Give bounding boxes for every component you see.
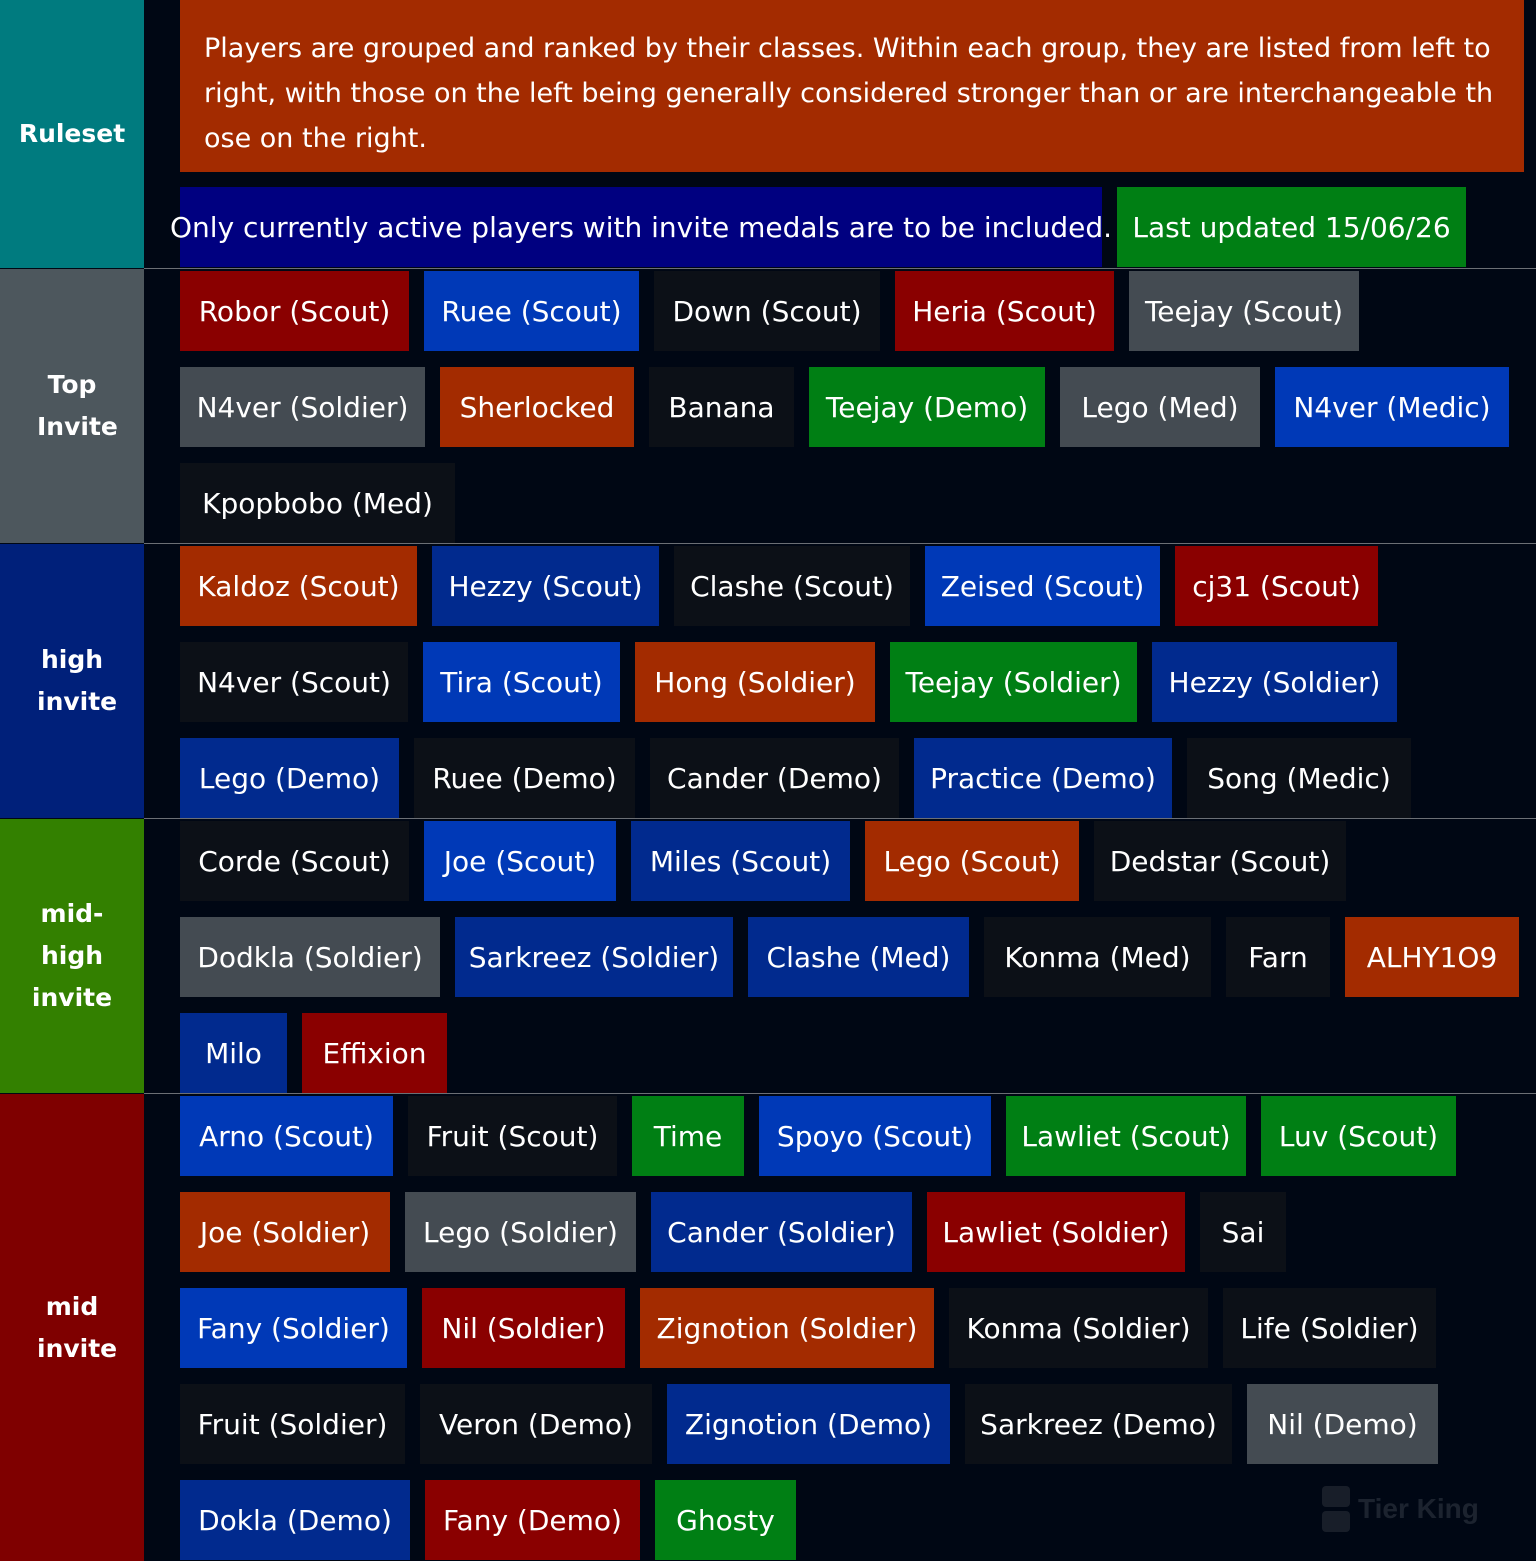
tier-items-ruleset: Players are grouped and ranked by their … xyxy=(144,0,1536,268)
tier-items-mid-high-invite: Corde (Scout) Joe (Scout) Miles (Scout) … xyxy=(144,819,1536,1093)
tier-item[interactable]: Dedstar (Scout) xyxy=(1094,821,1346,901)
tier-divider xyxy=(144,1093,1536,1094)
last-updated-badge[interactable]: Last updated 15/06/26 xyxy=(1117,187,1466,267)
tier-label-high-invite[interactable]: high invite xyxy=(0,544,144,818)
tier-row-top-invite: Top Invite Robor (Scout) Ruee (Scout) Do… xyxy=(0,269,1536,543)
tier-item[interactable]: Lego (Soldier) xyxy=(405,1192,636,1272)
tier-item[interactable]: Lawliet (Soldier) xyxy=(927,1192,1185,1272)
tier-row-high-invite: high invite Kaldoz (Scout) Hezzy (Scout)… xyxy=(0,544,1536,818)
tier-row-mid-invite: mid invite Arno (Scout) Fruit (Scout) Ti… xyxy=(0,1094,1536,1561)
tier-item[interactable]: Teejay (Soldier) xyxy=(890,642,1137,722)
tier-item[interactable]: Kpopbobo (Med) xyxy=(180,463,455,543)
tier-item[interactable]: Teejay (Demo) xyxy=(809,367,1045,447)
tier-item[interactable]: N4ver (Scout) xyxy=(180,642,408,722)
tier-label-text: mid invite xyxy=(37,1291,118,1363)
tier-item[interactable]: Life (Soldier) xyxy=(1223,1288,1436,1368)
tier-item[interactable]: Joe (Scout) xyxy=(424,821,616,901)
tier-item[interactable]: Song (Medic) xyxy=(1187,738,1411,818)
tier-item[interactable]: N4ver (Medic) xyxy=(1275,367,1509,447)
tier-item[interactable]: Dokla (Demo) xyxy=(180,1480,410,1560)
tier-label-text: high invite xyxy=(37,645,118,716)
tier-divider xyxy=(144,268,1536,269)
tier-label-mid-invite[interactable]: mid invite xyxy=(0,1094,144,1561)
tier-item[interactable]: Cander (Soldier) xyxy=(651,1192,912,1272)
tier-items-high-invite: Kaldoz (Scout) Hezzy (Scout) Clashe (Sco… xyxy=(144,544,1536,818)
tier-item[interactable]: Fruit (Scout) xyxy=(408,1096,617,1176)
tier-item[interactable]: cj31 (Scout) xyxy=(1175,546,1378,626)
tier-item[interactable]: Banana xyxy=(649,367,794,447)
tier-label-text: Ruleset xyxy=(18,119,126,148)
tier-item[interactable]: Teejay (Scout) xyxy=(1129,271,1359,351)
tier-item[interactable]: Konma (Med) xyxy=(984,917,1211,997)
tier-item[interactable]: Clashe (Scout) xyxy=(674,546,910,626)
tier-item[interactable]: Lego (Med) xyxy=(1060,367,1260,447)
tier-item[interactable]: Lawliet (Scout) xyxy=(1006,1096,1246,1176)
tier-item[interactable]: Veron (Demo) xyxy=(420,1384,652,1464)
tier-item[interactable]: Konma (Soldier) xyxy=(949,1288,1208,1368)
tier-item[interactable]: Cander (Demo) xyxy=(650,738,899,818)
tier-item[interactable]: Zignotion (Demo) xyxy=(667,1384,950,1464)
tier-item[interactable]: Ghosty xyxy=(655,1480,796,1560)
tier-label-top-invite[interactable]: Top Invite xyxy=(0,269,144,543)
tier-divider xyxy=(144,818,1536,819)
tier-item[interactable]: Fany (Soldier) xyxy=(180,1288,407,1368)
tier-item[interactable]: Nil (Soldier) xyxy=(422,1288,625,1368)
tier-item[interactable]: Sai xyxy=(1200,1192,1286,1272)
tier-item[interactable]: Effixion xyxy=(302,1013,447,1093)
tier-king-logo-icon xyxy=(1322,1486,1350,1532)
tier-items-mid-invite: Arno (Scout) Fruit (Scout) Time Spoyo (S… xyxy=(144,1094,1536,1561)
tier-item[interactable]: Zeised (Scout) xyxy=(925,546,1160,626)
tier-item[interactable]: N4ver (Soldier) xyxy=(180,367,425,447)
tier-item[interactable]: Sherlocked xyxy=(440,367,634,447)
tier-item[interactable]: Fruit (Soldier) xyxy=(180,1384,405,1464)
tier-item[interactable]: Arno (Scout) xyxy=(180,1096,393,1176)
tier-item[interactable]: Luv (Scout) xyxy=(1261,1096,1456,1176)
tier-label-mid-high-invite[interactable]: mid-high invite xyxy=(0,819,144,1093)
tier-item[interactable]: Zignotion (Soldier) xyxy=(640,1288,934,1368)
tier-item[interactable]: Milo xyxy=(180,1013,287,1093)
tier-item[interactable]: Ruee (Scout) xyxy=(424,271,639,351)
tier-item[interactable]: Robor (Scout) xyxy=(180,271,409,351)
tier-item[interactable]: Corde (Scout) xyxy=(180,821,409,901)
tier-item[interactable]: Hezzy (Soldier) xyxy=(1152,642,1397,722)
tier-item[interactable]: Heria (Scout) xyxy=(895,271,1114,351)
tier-item[interactable]: Miles (Scout) xyxy=(631,821,850,901)
ruleset-note[interactable]: Only currently active players with invit… xyxy=(170,187,1112,267)
tier-item[interactable]: Lego (Scout) xyxy=(865,821,1079,901)
tier-row-mid-high-invite: mid-high invite Corde (Scout) Joe (Scout… xyxy=(0,819,1536,1093)
tier-item[interactable]: ALHY1O9 xyxy=(1345,917,1519,997)
tier-item[interactable]: Tira (Scout) xyxy=(423,642,620,722)
tier-item[interactable]: Spoyo (Scout) xyxy=(759,1096,991,1176)
tier-item[interactable]: Down (Scout) xyxy=(654,271,880,351)
tier-item[interactable]: Nil (Demo) xyxy=(1247,1384,1438,1464)
tier-item[interactable]: Time xyxy=(632,1096,744,1176)
tier-king-watermark: Tier King xyxy=(1322,1486,1479,1532)
tier-item[interactable]: Lego (Demo) xyxy=(180,738,399,818)
tier-label-ruleset[interactable]: Ruleset xyxy=(0,0,144,268)
tier-item[interactable]: Hong (Soldier) xyxy=(635,642,875,722)
tier-item[interactable]: Farn xyxy=(1226,917,1330,997)
tier-item[interactable]: Ruee (Demo) xyxy=(414,738,635,818)
tier-item[interactable]: Kaldoz (Scout) xyxy=(180,546,417,626)
ruleset-description[interactable]: Players are grouped and ranked by their … xyxy=(180,0,1524,172)
watermark-text: Tier King xyxy=(1358,1493,1479,1524)
tier-item[interactable]: Clashe (Med) xyxy=(748,917,969,997)
tier-row-ruleset: Ruleset Players are grouped and ranked b… xyxy=(0,0,1536,268)
tier-item[interactable]: Practice (Demo) xyxy=(914,738,1172,818)
tier-item[interactable]: Joe (Soldier) xyxy=(180,1192,390,1272)
tier-item[interactable]: Sarkreez (Soldier) xyxy=(455,917,733,997)
tier-label-text: mid-high invite xyxy=(31,899,113,1012)
tier-divider xyxy=(144,543,1536,544)
tier-item[interactable]: Fany (Demo) xyxy=(425,1480,640,1560)
tier-label-text: Top Invite xyxy=(37,370,118,441)
tier-item[interactable]: Sarkreez (Demo) xyxy=(965,1384,1232,1464)
tier-items-top-invite: Robor (Scout) Ruee (Scout) Down (Scout) … xyxy=(144,269,1536,543)
tier-item[interactable]: Hezzy (Scout) xyxy=(432,546,659,626)
tier-item[interactable]: Dodkla (Soldier) xyxy=(180,917,440,997)
